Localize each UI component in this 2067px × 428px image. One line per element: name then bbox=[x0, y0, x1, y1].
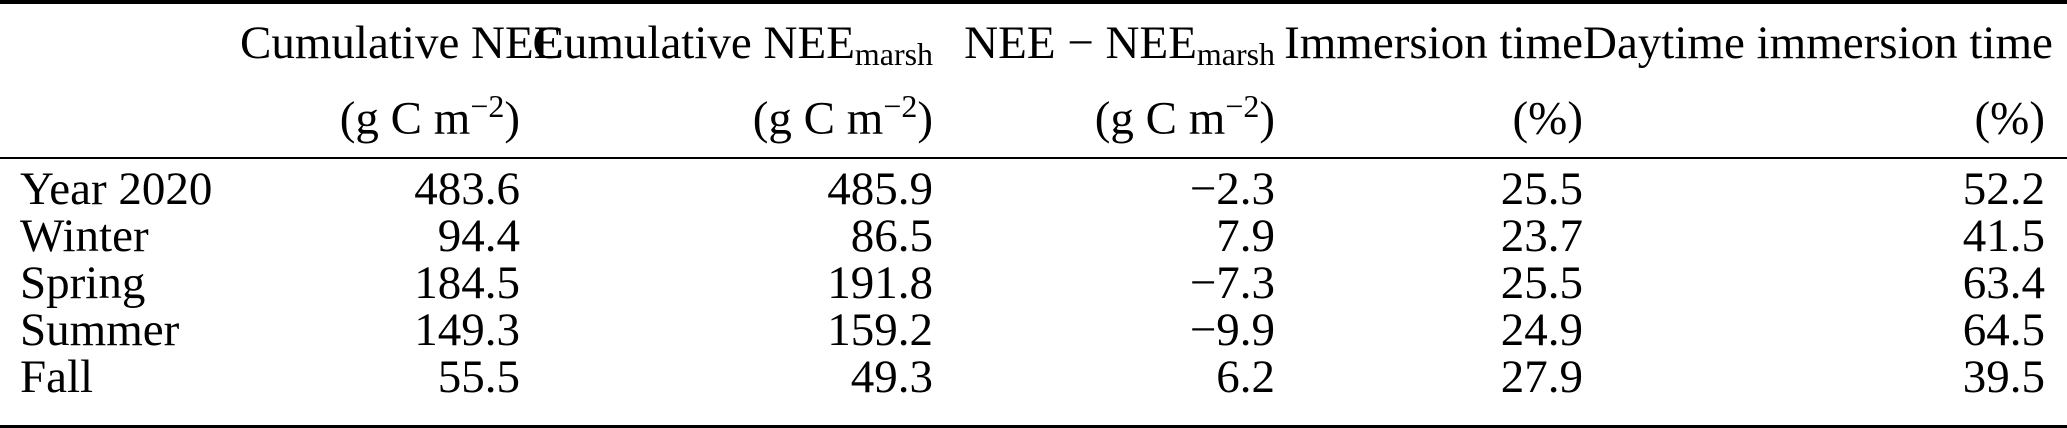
header-cumulative-nee: Cumulative NEE (g C m−2) bbox=[240, 2, 562, 158]
unit-close: ) bbox=[917, 92, 933, 145]
column-title: Cumulative NEEmarsh bbox=[520, 17, 933, 81]
table-body: Year 2020 483.6 485.9 −2.3 25.5 52.2 Win… bbox=[0, 158, 2067, 427]
cell-immersion-time: 25.5 bbox=[1500, 256, 1583, 309]
unit-text: (% bbox=[1974, 92, 2030, 145]
table-row-winter: Winter 94.4 86.5 7.9 23.7 41.5 bbox=[0, 209, 2067, 262]
column-unit: (g C m−2) bbox=[520, 81, 933, 145]
cell-nee-difference: −7.3 bbox=[1189, 256, 1275, 309]
row-label: Spring bbox=[20, 256, 146, 309]
cell-cumulative-nee: 149.3 bbox=[414, 303, 520, 356]
cell-daytime-immersion-time: 64.5 bbox=[1962, 303, 2045, 356]
row-label: Winter bbox=[20, 209, 149, 262]
cell-cumulative-nee-marsh: 49.3 bbox=[850, 350, 933, 403]
column-title-text: NEE − NEE bbox=[964, 17, 1197, 69]
unit-close: ) bbox=[2029, 92, 2045, 145]
cell-nee-difference: 7.9 bbox=[1216, 209, 1275, 262]
table-row-spring: Spring 184.5 191.8 −7.3 25.5 63.4 bbox=[0, 256, 2067, 309]
cell-immersion-time: 23.7 bbox=[1500, 209, 1583, 262]
cell-immersion-time: 24.9 bbox=[1500, 303, 1583, 356]
column-title-text: Immersion time bbox=[1284, 17, 1583, 69]
cell-cumulative-nee-marsh: 191.8 bbox=[827, 256, 933, 309]
table-row-year-2020: Year 2020 483.6 485.9 −2.3 25.5 52.2 bbox=[0, 158, 2067, 213]
column-title-text: Cumulative NEE bbox=[532, 17, 855, 69]
unit-close: ) bbox=[1567, 92, 1583, 145]
cell-cumulative-nee: 55.5 bbox=[437, 350, 520, 403]
row-label: Fall bbox=[20, 350, 94, 403]
header-immersion-time: Immersion time (%) bbox=[1275, 2, 1583, 158]
column-title: Cumulative NEE bbox=[240, 17, 562, 81]
column-unit: (%) bbox=[1275, 81, 1583, 145]
column-title-subscript: marsh bbox=[854, 37, 933, 73]
cell-cumulative-nee: 184.5 bbox=[414, 256, 520, 309]
header-daytime-immersion-time: Daytime immersion time (%) bbox=[1583, 2, 2067, 158]
unit-close: ) bbox=[504, 92, 520, 145]
unit-text: (g C m bbox=[752, 92, 884, 145]
cell-nee-difference: 6.2 bbox=[1216, 350, 1275, 403]
column-title: NEE − NEEmarsh bbox=[933, 17, 1275, 81]
header-cumulative-nee-marsh: Cumulative NEEmarsh (g C m−2) bbox=[520, 2, 933, 158]
cell-daytime-immersion-time: 63.4 bbox=[1962, 256, 2045, 309]
cell-immersion-time: 25.5 bbox=[1500, 162, 1583, 215]
table-header: Cumulative NEE (g C m−2) Cumulative NEEm… bbox=[0, 2, 2067, 158]
cell-nee-difference: −9.9 bbox=[1189, 303, 1275, 356]
table-row-summer: Summer 149.3 159.2 −9.9 24.9 64.5 bbox=[0, 303, 2067, 356]
unit-close: ) bbox=[1259, 92, 1275, 145]
row-label: Year 2020 bbox=[20, 162, 213, 215]
unit-superscript: −2 bbox=[883, 89, 918, 125]
cell-cumulative-nee-marsh: 485.9 bbox=[827, 162, 933, 215]
column-title: Daytime immersion time bbox=[1583, 17, 2053, 81]
column-title-subscript: marsh bbox=[1196, 37, 1275, 73]
table-row-fall: Fall 55.5 49.3 6.2 27.9 39.5 bbox=[0, 350, 2067, 427]
cell-cumulative-nee: 94.4 bbox=[437, 209, 520, 262]
header-empty-cell bbox=[0, 2, 240, 158]
cell-cumulative-nee-marsh: 159.2 bbox=[827, 303, 933, 356]
column-title-text: Cumulative NEE bbox=[240, 17, 563, 69]
unit-text: (% bbox=[1512, 92, 1568, 145]
unit-superscript: −2 bbox=[470, 89, 505, 125]
cell-nee-difference: −2.3 bbox=[1189, 162, 1275, 215]
column-title: Immersion time bbox=[1275, 17, 1583, 81]
unit-superscript: −2 bbox=[1225, 89, 1260, 125]
cell-daytime-immersion-time: 41.5 bbox=[1962, 209, 2045, 262]
header-nee-difference: NEE − NEEmarsh (g C m−2) bbox=[933, 2, 1275, 158]
cell-cumulative-nee: 483.6 bbox=[414, 162, 520, 215]
unit-text: (g C m bbox=[1094, 92, 1226, 145]
unit-text: (g C m bbox=[339, 92, 471, 145]
column-unit: (g C m−2) bbox=[933, 81, 1275, 145]
cell-daytime-immersion-time: 52.2 bbox=[1962, 162, 2045, 215]
cell-daytime-immersion-time: 39.5 bbox=[1962, 350, 2045, 403]
cell-cumulative-nee-marsh: 86.5 bbox=[850, 209, 933, 262]
column-unit: (%) bbox=[1583, 81, 2045, 145]
header-row: Cumulative NEE (g C m−2) Cumulative NEEm… bbox=[0, 2, 2067, 158]
cell-immersion-time: 27.9 bbox=[1500, 350, 1583, 403]
column-unit: (g C m−2) bbox=[240, 81, 520, 145]
column-title-text: Daytime immersion time bbox=[1583, 17, 2053, 69]
row-label: Summer bbox=[20, 303, 180, 356]
